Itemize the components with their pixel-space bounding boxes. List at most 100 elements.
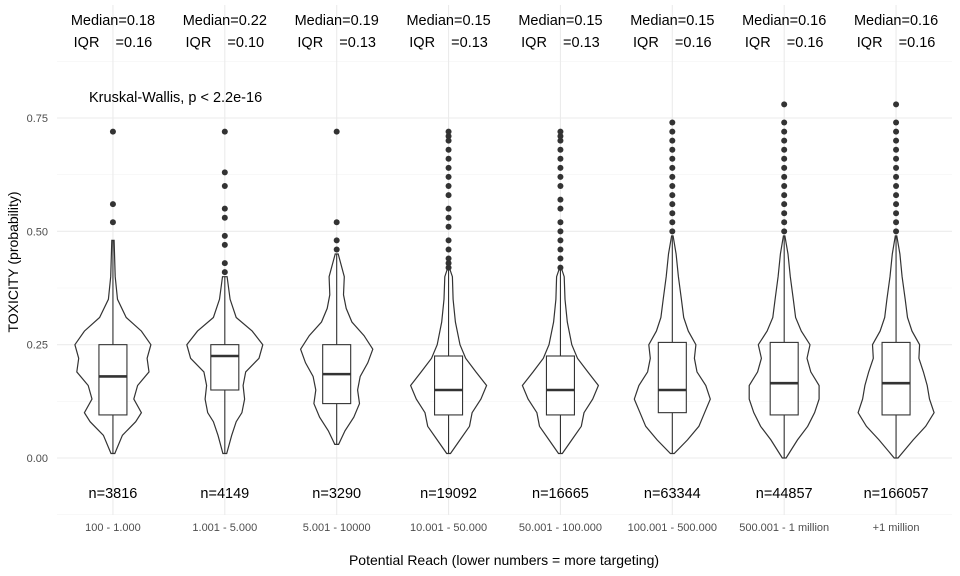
outlier-point: [445, 133, 452, 140]
iqr-label: IQR =0.16: [74, 35, 153, 51]
outlier-point: [893, 201, 900, 208]
outlier-point: [221, 128, 228, 135]
violin-group: Median=0.16 IQR =0.16 n=166057: [854, 13, 938, 502]
outlier-point: [445, 246, 452, 253]
outlier-point: [781, 119, 788, 126]
outlier-point: [893, 164, 900, 171]
x-tick-label: 100.001 - 500.000: [628, 522, 717, 534]
outlier-point: [781, 219, 788, 226]
outlier-point: [445, 192, 452, 199]
n-label: n=19092: [420, 486, 477, 502]
n-label: n=63344: [644, 486, 701, 502]
n-label: n=3816: [89, 486, 138, 502]
outlier-point: [109, 201, 116, 208]
outlier-point: [445, 237, 452, 244]
outlier-point: [221, 205, 228, 212]
outlier-point: [445, 214, 452, 221]
kruskal-wallis-annotation: Kruskal-Wallis, p < 2.2e-16: [89, 90, 262, 106]
iqr-box: [769, 341, 799, 416]
outlier-point: [781, 192, 788, 199]
x-tick-label: 1.001 - 5.000: [192, 522, 257, 534]
violin-group: Median=0.18 IQR =0.16 n=3816: [71, 13, 155, 502]
iqr-box: [210, 344, 240, 391]
outlier-point: [557, 228, 564, 235]
median-label: Median=0.15: [406, 13, 490, 29]
outlier-point: [781, 164, 788, 171]
violin-group: Median=0.22 IQR =0.10 n=4149: [183, 13, 267, 502]
outlier-point: [893, 173, 900, 180]
n-label: n=16665: [532, 486, 589, 502]
outlier-point: [445, 223, 452, 230]
outlier-point: [781, 183, 788, 189]
violin-group: Median=0.15 IQR =0.16 n=63344: [630, 13, 714, 502]
x-axis-ticks: 100 - 1.000 1.001 - 5.000 5.001 - 10000 10.…: [85, 522, 919, 534]
outlier-point: [893, 137, 900, 144]
n-label: n=3290: [312, 486, 361, 502]
outlier-point: [669, 192, 676, 199]
iqr-label: IQR =0.13: [521, 35, 600, 51]
outlier-point: [221, 183, 228, 189]
outlier-point: [445, 173, 452, 180]
outlier-point: [445, 164, 452, 171]
iqr-label: IQR =0.16: [857, 35, 936, 51]
y-tick-label: 0.75: [27, 113, 48, 125]
outlier-point: [557, 133, 564, 140]
n-label: n=44857: [756, 486, 813, 502]
y-tick-label: 0.00: [27, 453, 48, 465]
outlier-point: [557, 155, 564, 162]
median-label: Median=0.16: [742, 13, 826, 29]
outlier-point: [445, 155, 452, 162]
outlier-point: [893, 155, 900, 162]
outlier-point: [669, 155, 676, 162]
x-tick-label: 100 - 1.000: [85, 522, 141, 534]
outlier-point: [893, 146, 900, 153]
outlier-point: [557, 173, 564, 180]
outlier-point: [109, 128, 116, 135]
outlier-point: [557, 164, 564, 171]
outlier-point: [221, 232, 228, 239]
y-tick-label: 0.50: [27, 226, 48, 238]
outlier-point: [557, 205, 564, 212]
violin-group: Median=0.19 IQR =0.13 n=3290: [295, 13, 379, 502]
outlier-point: [557, 219, 564, 226]
outlier-point: [893, 192, 900, 199]
outlier-point: [669, 164, 676, 171]
median-label: Median=0.16: [854, 13, 938, 29]
outlier-point: [669, 128, 676, 135]
outlier-point: [781, 210, 788, 217]
violin-group: Median=0.15 IQR =0.13 n=19092: [406, 13, 490, 502]
iqr-box: [545, 355, 575, 416]
violin-group: Median=0.16 IQR =0.16 n=44857: [742, 13, 826, 502]
violin-group: Median=0.15 IQR =0.13 n=16665: [518, 13, 602, 502]
outlier-point: [669, 183, 676, 189]
iqr-label: IQR =0.16: [633, 35, 712, 51]
outlier-point: [781, 228, 788, 235]
outlier-point: [557, 128, 564, 135]
n-label: n=4149: [200, 486, 249, 502]
x-tick-label: 10.001 - 50.000: [410, 522, 487, 534]
outlier-point: [557, 246, 564, 253]
iqr-box: [434, 355, 464, 416]
outlier-point: [445, 137, 452, 144]
x-tick-label: 50.001 - 100.000: [519, 522, 602, 534]
iqr-label: IQR =0.16: [745, 35, 824, 51]
outlier-point: [781, 146, 788, 153]
iqr-box: [881, 341, 911, 416]
iqr-label: IQR =0.13: [297, 35, 376, 51]
outlier-point: [221, 214, 228, 221]
plot-grid: [57, 5, 952, 515]
outlier-point: [669, 173, 676, 180]
x-tick-label: 500.001 - 1 million: [739, 522, 829, 534]
iqr-label: IQR =0.10: [186, 35, 265, 51]
outlier-point: [445, 264, 452, 271]
outlier-point: [333, 219, 340, 226]
outlier-point: [893, 210, 900, 217]
outlier-point: [893, 183, 900, 189]
outlier-point: [781, 173, 788, 180]
median-label: Median=0.18: [71, 13, 155, 29]
outlier-point: [893, 119, 900, 126]
outlier-point: [557, 264, 564, 271]
y-tick-label: 0.25: [27, 340, 48, 352]
outlier-point: [893, 128, 900, 135]
